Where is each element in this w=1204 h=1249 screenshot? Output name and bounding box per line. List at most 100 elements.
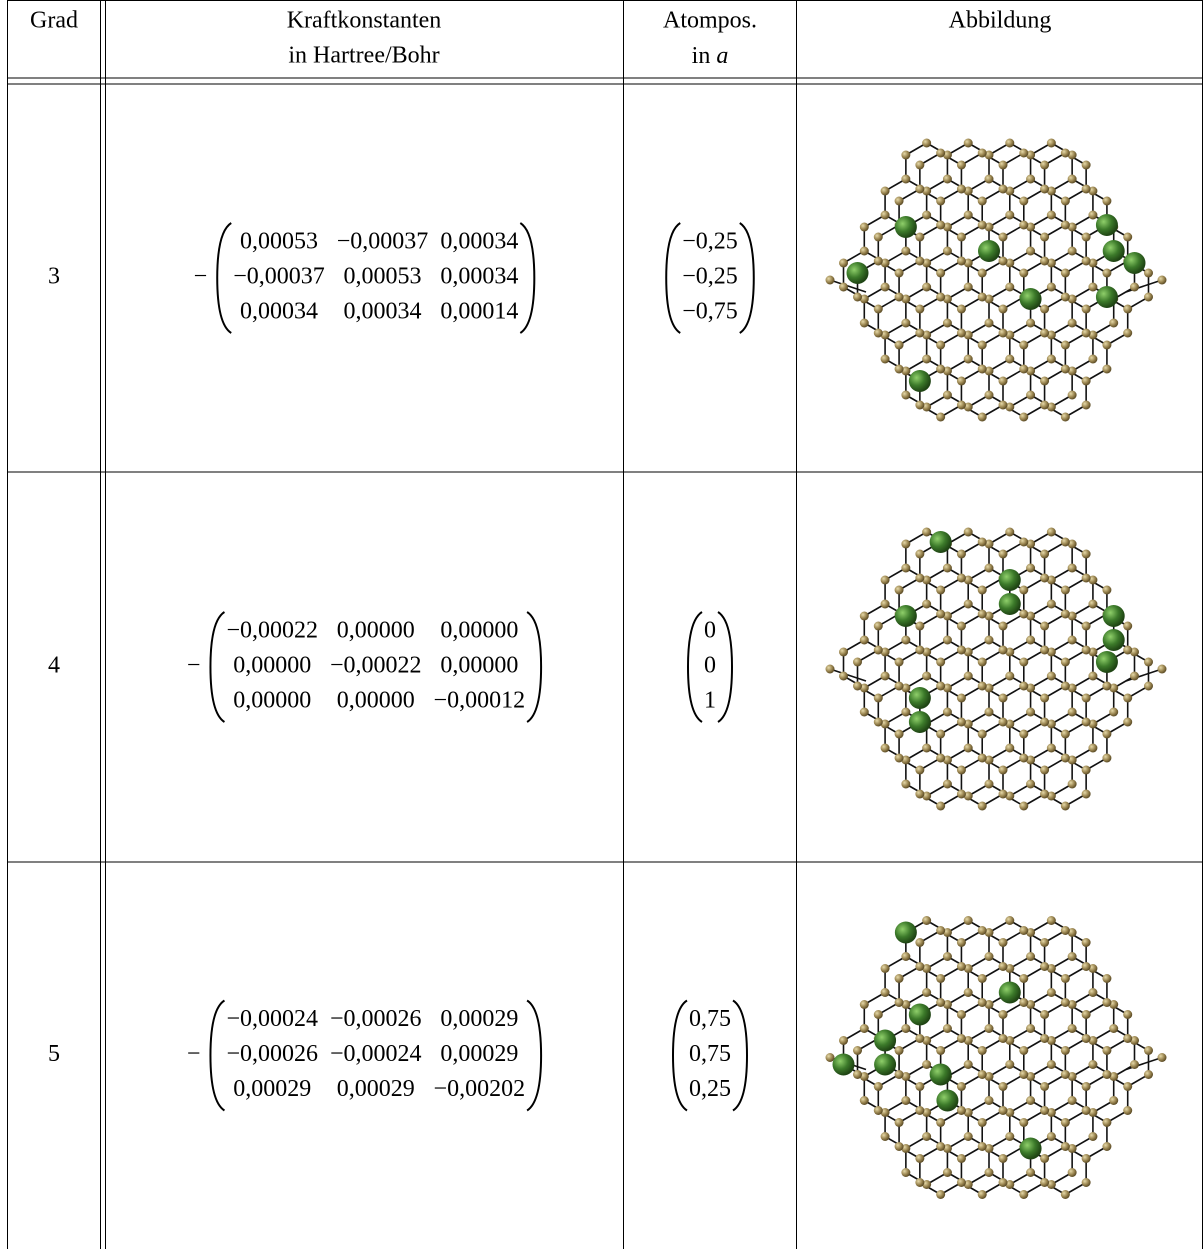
atom	[894, 753, 904, 763]
atom	[880, 1108, 890, 1117]
atom	[1040, 693, 1050, 703]
atom	[1088, 988, 1098, 997]
atom	[894, 268, 904, 278]
atom	[1046, 647, 1056, 657]
atom	[1060, 1046, 1070, 1055]
atom	[1060, 609, 1070, 619]
atom	[873, 1010, 883, 1019]
atom	[998, 1034, 1008, 1043]
atom	[1109, 1000, 1119, 1009]
atom	[894, 681, 904, 691]
atom	[984, 1168, 994, 1177]
atom	[1081, 938, 1091, 947]
atom	[1019, 801, 1029, 811]
atom	[977, 974, 987, 983]
atom	[1026, 779, 1036, 789]
atom	[880, 330, 890, 340]
matrix-entry: −0,00037	[233, 264, 325, 290]
atom	[1005, 719, 1015, 729]
atom	[901, 366, 911, 376]
atom	[977, 657, 987, 667]
atom	[1088, 964, 1098, 973]
atom	[963, 791, 973, 801]
atom	[942, 755, 952, 765]
atom	[942, 174, 952, 184]
atom	[936, 729, 946, 739]
atom	[873, 1082, 883, 1091]
atom	[1046, 1180, 1056, 1189]
dopant-atom	[874, 1029, 897, 1052]
atom	[984, 952, 994, 961]
matrix-entry: 0,00034	[240, 299, 318, 325]
atom	[998, 549, 1008, 559]
atom	[1088, 599, 1098, 609]
atom	[963, 258, 973, 268]
atom	[1081, 304, 1091, 314]
atom	[1102, 1070, 1112, 1079]
atom	[1005, 1180, 1015, 1189]
parenthesis	[717, 611, 734, 723]
atom	[942, 1000, 952, 1009]
atom	[1019, 268, 1029, 278]
atom	[1040, 1178, 1050, 1187]
atom	[984, 779, 994, 789]
atom	[963, 719, 973, 729]
atom	[915, 1082, 925, 1091]
dopant-atom	[894, 216, 917, 238]
atom	[1046, 719, 1056, 729]
atom	[936, 220, 946, 230]
matrix: − 0,00053 −0,00037 0,00034 −0,00037 0,00053 0,…	[194, 222, 536, 334]
atom	[1060, 585, 1070, 595]
atom	[1019, 220, 1029, 230]
parenthesis	[732, 999, 749, 1112]
atom	[901, 952, 911, 961]
atom	[1129, 1036, 1139, 1045]
atom	[922, 258, 932, 268]
atom	[956, 962, 966, 971]
atom	[984, 1072, 994, 1081]
atom	[984, 683, 994, 693]
atom	[859, 707, 869, 717]
atom	[1123, 1106, 1133, 1115]
atom	[977, 537, 987, 547]
vector-entry: 0	[704, 653, 716, 679]
atom	[1067, 1000, 1077, 1009]
atom	[1081, 573, 1091, 583]
header-cell: in Hartree/Bohr	[288, 43, 439, 69]
atom	[853, 1046, 863, 1055]
atom	[859, 1096, 869, 1105]
atom	[956, 1178, 966, 1187]
atom	[922, 671, 932, 681]
atom	[873, 693, 883, 703]
atom	[1081, 693, 1091, 703]
dopant-atom	[908, 370, 931, 392]
matrix-entry: 0,00034	[440, 229, 518, 255]
atom	[984, 318, 994, 328]
atom	[956, 789, 966, 799]
atom	[1143, 657, 1153, 667]
dopant-atom	[1019, 288, 1042, 310]
matrix: −−0,00024 −0,00026 0,00029−0,00026 −0,00024…	[187, 999, 543, 1112]
atom	[977, 412, 987, 422]
atom	[880, 719, 890, 729]
atom	[922, 527, 932, 537]
atom	[915, 549, 925, 559]
atom	[936, 364, 946, 374]
atom	[956, 232, 966, 242]
dopant-atom	[1019, 1137, 1042, 1160]
matrix-entry: 0,00034	[440, 264, 518, 290]
matrix-entry: −0,00024	[226, 1006, 318, 1032]
atom	[956, 1106, 966, 1115]
parenthesis	[216, 222, 232, 334]
atom	[1081, 765, 1091, 775]
dopant-atom	[998, 569, 1021, 591]
atom	[977, 926, 987, 935]
atom	[1005, 354, 1015, 364]
atom	[1081, 962, 1091, 971]
atom	[853, 1070, 863, 1079]
atom	[936, 974, 946, 983]
atom	[936, 657, 946, 667]
atom	[1019, 148, 1029, 158]
atom	[998, 256, 1008, 266]
atom	[1123, 328, 1133, 338]
